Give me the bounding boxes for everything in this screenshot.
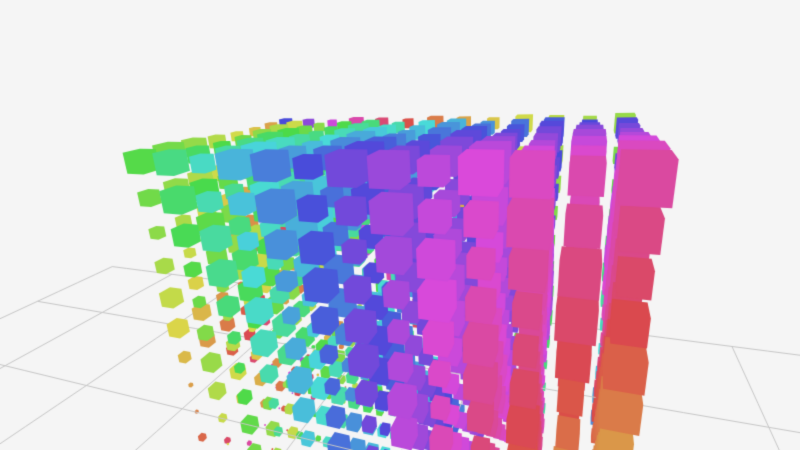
webgl-canvas[interactable] — [0, 0, 800, 450]
scene-viewport — [0, 0, 800, 450]
